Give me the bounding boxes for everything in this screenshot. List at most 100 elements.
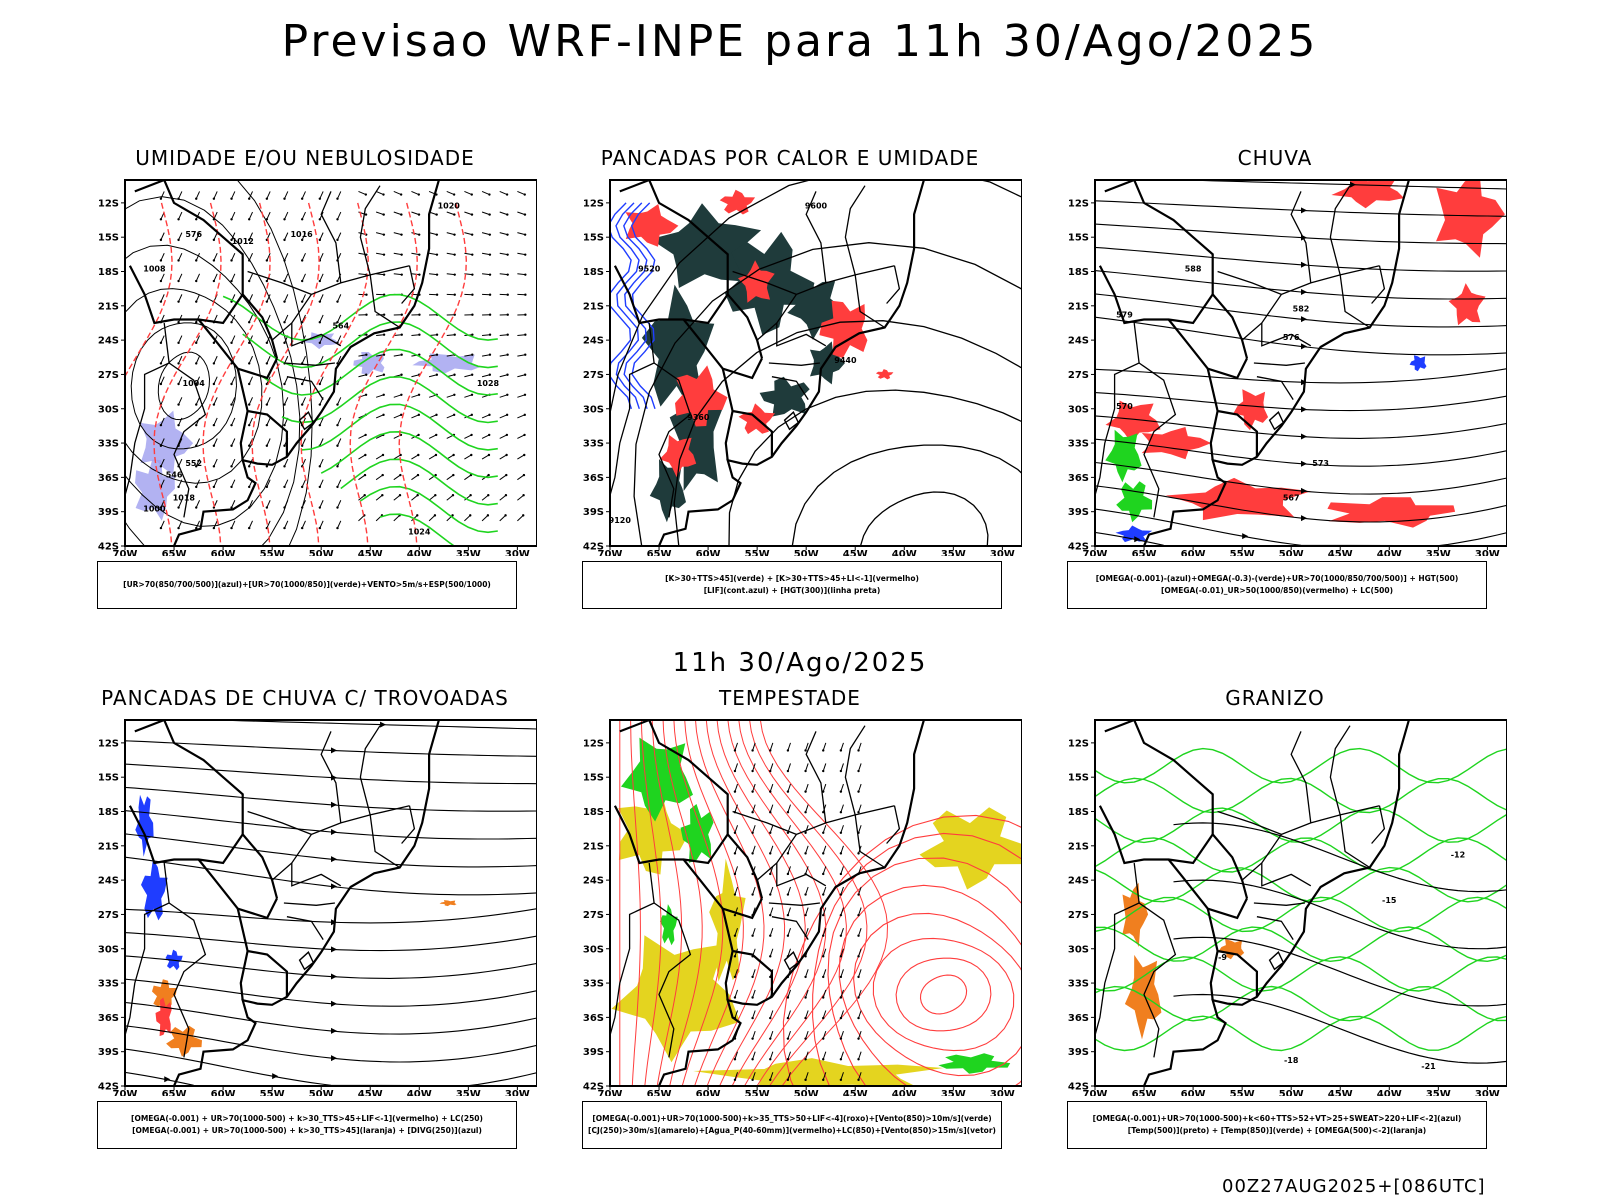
wind-vector-head xyxy=(470,453,473,457)
wind-vector xyxy=(301,252,306,261)
border-line xyxy=(1217,270,1282,296)
wind-vector xyxy=(805,989,809,998)
red-streamline xyxy=(749,720,868,1086)
lat-tick-label: 33S xyxy=(1068,979,1089,990)
wind-vector-head xyxy=(453,293,456,296)
wind-vector xyxy=(375,474,383,481)
border-line xyxy=(776,863,827,887)
coastline-east xyxy=(1142,720,1410,1086)
wind-vector-head xyxy=(382,393,385,396)
wind-vector xyxy=(375,211,384,216)
wind-vector xyxy=(393,354,402,357)
wind-vector-head xyxy=(382,313,386,316)
wind-vector xyxy=(517,374,526,378)
wind-vector-head xyxy=(488,213,491,216)
wind-vector xyxy=(822,1051,827,1060)
plot-area: -12 -15 -18 -21 -9 xyxy=(1095,720,1507,1086)
wind-vector-head xyxy=(470,213,474,216)
wind-vector-head xyxy=(857,975,860,979)
contour-line xyxy=(125,196,301,546)
wind-vector xyxy=(481,232,490,236)
wind-vector xyxy=(752,969,756,978)
green-contour xyxy=(379,513,456,546)
border-line xyxy=(844,185,866,276)
border-line xyxy=(168,362,207,518)
wind-vector-head xyxy=(265,362,269,365)
wind-vector-head xyxy=(365,373,368,376)
border-line xyxy=(768,362,820,366)
wind-vector-head xyxy=(751,893,754,896)
wind-vector-head xyxy=(364,193,368,196)
wind-vector xyxy=(446,494,454,501)
border-line xyxy=(1209,950,1219,1001)
lon-tick-label: 55W xyxy=(260,549,285,556)
wind-vector xyxy=(411,414,420,419)
wind-vector-head xyxy=(839,1078,843,1082)
border-line xyxy=(1339,274,1371,329)
lon-tick-label: 30W xyxy=(990,1089,1015,1096)
rain-red-area xyxy=(1105,400,1161,443)
wind-vector-head xyxy=(283,218,286,221)
wind-vector xyxy=(284,273,289,282)
wind-vector-head xyxy=(506,213,509,216)
wind-vector xyxy=(301,438,306,446)
wind-vector-head xyxy=(177,341,180,345)
plot-frame xyxy=(124,179,537,547)
wind-vector-head xyxy=(523,413,526,417)
wind-vector xyxy=(319,500,324,508)
wind-vector xyxy=(752,1051,756,1060)
black-contour xyxy=(1173,879,1507,950)
wind-vector xyxy=(805,742,809,751)
green-contour xyxy=(261,348,498,396)
wind-vector xyxy=(446,273,455,276)
wind-vector-head xyxy=(453,373,456,376)
lon-tick-label: 55W xyxy=(745,549,770,556)
humidity-700-shading xyxy=(140,410,194,476)
lon-tick-label: 65W xyxy=(1132,1089,1157,1096)
border-line xyxy=(1290,731,1312,823)
border-line xyxy=(1290,191,1312,283)
wind-vector xyxy=(464,232,473,236)
wind-vector xyxy=(319,314,324,323)
wind-vector xyxy=(805,1030,809,1039)
wind-vector-head xyxy=(195,321,198,324)
wind-vector-head xyxy=(451,494,455,497)
wind-vector xyxy=(752,783,756,792)
wind-vector xyxy=(319,520,324,529)
legend-line: [Temp(500)](preto) + [Temp(850)](verde) … xyxy=(1127,1126,1427,1135)
legend-line: [OMEGA(-0.001)+UR>70(1000-500)+k<60+TTS>… xyxy=(1092,1114,1462,1123)
wind-vector xyxy=(393,394,402,398)
wind-vector xyxy=(822,845,827,854)
wind-vector xyxy=(840,907,844,916)
coastline-east xyxy=(1142,180,1410,546)
lon-tick-label: 55W xyxy=(1230,549,1255,556)
wind-vector xyxy=(195,232,201,241)
wind-vector-head xyxy=(230,279,233,283)
wind-vector xyxy=(375,434,384,439)
wind-vector xyxy=(411,494,418,501)
wind-vector xyxy=(769,886,774,895)
wind-vector-head xyxy=(506,353,509,356)
wind-vector-head xyxy=(839,1037,843,1040)
wind-vector xyxy=(178,191,183,199)
wind-vector-head xyxy=(435,413,438,417)
border-line xyxy=(1256,916,1294,940)
wind-vector xyxy=(752,928,756,936)
streamline-arrow xyxy=(1301,316,1307,323)
lat-tick-label: 36S xyxy=(583,473,604,484)
wind-vector xyxy=(393,252,402,256)
border-line xyxy=(1329,725,1351,816)
wind-vector xyxy=(376,273,385,276)
streamline-arrow xyxy=(1301,406,1307,413)
border-line xyxy=(128,265,244,325)
wind-vector-head xyxy=(451,514,454,517)
lat-tick-label: 21S xyxy=(1068,841,1089,852)
wind-vector xyxy=(752,886,756,895)
wind-vector xyxy=(337,438,342,446)
wind-vector-head xyxy=(416,494,419,497)
lon-tick-label: 60W xyxy=(696,1089,721,1096)
wind-vector xyxy=(231,211,236,220)
wind-vector xyxy=(319,273,324,282)
wind-vector-head xyxy=(318,465,322,468)
